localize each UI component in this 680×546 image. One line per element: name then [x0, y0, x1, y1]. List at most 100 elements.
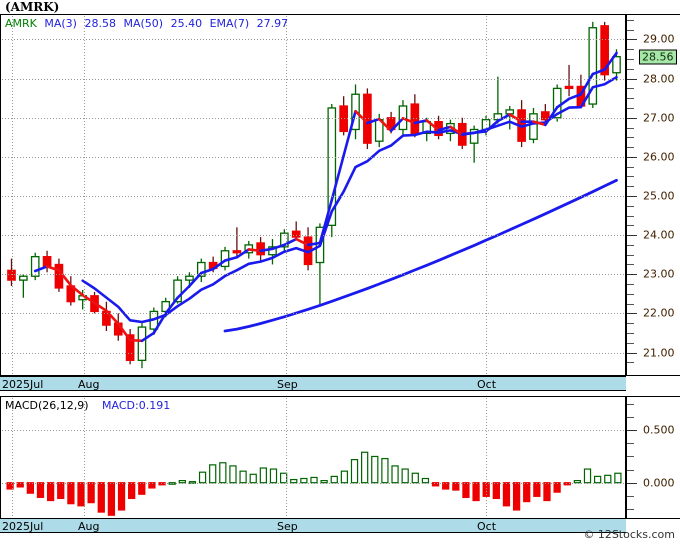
macd-histogram-bar	[46, 482, 55, 502]
price-axis-minor-tick	[627, 186, 634, 188]
price-gridline	[2, 117, 626, 119]
macd-histogram-bar	[107, 482, 116, 516]
macd-histogram-bar	[340, 470, 349, 484]
price-axis-label: 23.00	[643, 267, 675, 281]
price-axis-tick	[627, 274, 637, 276]
price-axis-minor-tick	[627, 19, 634, 21]
date-axis-top: 2025Jul Aug Sep Oct	[0, 376, 626, 391]
price-gridline	[2, 274, 626, 276]
candlestick	[256, 237, 265, 261]
price-gridline	[2, 196, 626, 197]
price-axis-minor-tick	[627, 293, 634, 295]
date-axis-label: Sep	[277, 378, 298, 391]
macd-plot-area[interactable]	[2, 398, 626, 519]
candlestick	[291, 221, 301, 240]
macd-histogram-bar	[269, 468, 278, 484]
macd-chart-panel	[0, 396, 680, 519]
date-axis-label: 2025Jul	[2, 520, 44, 533]
macd-histogram-bar	[512, 482, 521, 511]
ma3-line	[235, 248, 251, 259]
macd-histogram-bar	[583, 468, 592, 484]
candlestick	[42, 250, 52, 273]
candlestick	[493, 76, 503, 124]
price-axis-label: 25.00	[643, 189, 675, 203]
ma3-line	[128, 338, 144, 343]
date-axis-label: Oct	[477, 520, 497, 533]
macd-histogram-bar	[26, 482, 35, 494]
macd-axis: 0.500 0.000	[625, 396, 680, 519]
ma3-line	[45, 265, 61, 272]
price-plot-area[interactable]	[2, 16, 626, 376]
ma3-line	[366, 117, 381, 125]
macd-legend-value: MACD:0.191	[102, 399, 171, 412]
macd-vertical-gridline	[286, 398, 287, 519]
price-axis-minor-tick	[627, 215, 634, 217]
macd-histogram-bar	[350, 459, 359, 484]
price-gridline	[2, 78, 626, 80]
ma3-line	[591, 68, 606, 76]
ma3-line	[532, 120, 547, 127]
legend-symbol: AMRK	[5, 17, 37, 30]
macd-histogram-bar	[391, 465, 399, 484]
current-price-badge: 28.56	[639, 49, 677, 65]
macd-histogram-bar	[401, 468, 409, 484]
ma3-line	[223, 256, 239, 262]
candlestick	[102, 301, 111, 331]
price-axis-tick	[627, 117, 637, 119]
macd-axis-minor-tick	[627, 469, 634, 471]
ma50-line	[223, 178, 618, 333]
macd-histogram-bar	[198, 471, 207, 484]
page-title: (AMRK)	[5, 0, 60, 14]
legend-ma50-value: 25.40	[170, 17, 203, 30]
ma3-line	[437, 125, 452, 132]
price-axis-minor-tick	[627, 98, 634, 100]
price-gridline	[2, 235, 626, 237]
candlestick	[280, 229, 289, 253]
price-axis-minor-tick	[627, 88, 634, 90]
macd-histogram-bar	[138, 482, 146, 495]
ma3-line	[306, 241, 322, 247]
ma3-line	[413, 119, 428, 125]
candlestick	[517, 100, 526, 148]
date-axis-bottom: 2025Jul Aug Sep Oct	[0, 518, 626, 533]
price-axis-minor-tick	[627, 147, 634, 149]
macd-histogram-bar	[371, 455, 379, 484]
macd-histogram-bar	[229, 465, 237, 484]
ma3-line	[176, 284, 191, 300]
price-axis-label: 27.00	[643, 111, 675, 125]
macd-axis-minor-tick	[627, 508, 634, 510]
ma3-line	[389, 117, 405, 133]
macd-histogram-bar	[492, 482, 500, 500]
ma3-line	[354, 109, 369, 125]
ma3-line	[33, 265, 49, 273]
price-candlestick-svg	[7, 21, 621, 369]
ma3-line	[449, 125, 464, 136]
candlestick	[303, 227, 313, 271]
macd-legend: MACD(26,12,9) MACD:0.191	[5, 399, 170, 412]
macd-histogram-bar	[87, 482, 95, 504]
price-axis-tick	[627, 352, 637, 354]
candlestick	[588, 21, 598, 108]
price-vertical-gridline	[12, 16, 13, 376]
ma3-line	[271, 243, 286, 251]
ma3-line	[567, 92, 583, 101]
macd-histogram-bar	[239, 470, 247, 484]
ma3-line	[330, 154, 345, 202]
macd-axis-tick	[627, 430, 637, 432]
candlestick	[564, 64, 574, 97]
price-axis-label: 22.00	[643, 306, 675, 320]
price-axis-minor-tick	[627, 59, 634, 61]
macd-axis-minor-tick	[627, 404, 634, 405]
ma3-line	[425, 119, 440, 132]
price-axis-minor-tick	[627, 323, 634, 325]
price-axis-tick	[627, 39, 637, 41]
macd-histogram-bar	[523, 482, 531, 503]
price-gridline	[2, 156, 626, 158]
price-axis-minor-tick	[627, 244, 634, 246]
macd-histogram-bar	[502, 482, 511, 507]
macd-histogram-bar	[97, 482, 105, 513]
macd-histogram-bar	[36, 482, 45, 498]
macd-histogram-bar	[472, 482, 480, 502]
date-axis-label: Oct	[477, 378, 497, 391]
